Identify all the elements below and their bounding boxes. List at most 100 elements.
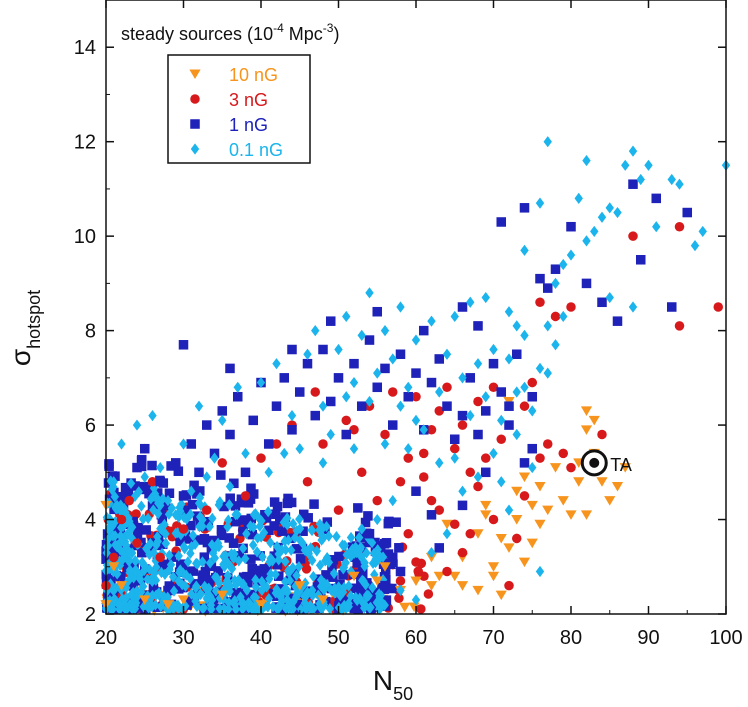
data-point <box>231 603 241 615</box>
data-point <box>374 553 384 565</box>
data-point <box>259 527 269 539</box>
data-point <box>394 593 404 604</box>
data-point <box>139 443 150 454</box>
data-point <box>427 547 436 559</box>
data-point <box>341 429 352 440</box>
ta-marker <box>580 449 608 477</box>
data-point <box>651 193 662 204</box>
data-point <box>276 598 286 610</box>
annotation-unit-exponent: -3 <box>323 21 334 35</box>
data-point <box>358 597 368 609</box>
data-point <box>231 578 241 591</box>
data-point <box>178 524 189 534</box>
y-axis-title-subscript: hotspot <box>24 290 44 349</box>
data-point <box>391 517 401 527</box>
data-point <box>612 316 623 326</box>
x-tick-label: 50 <box>327 627 349 649</box>
data-point <box>551 277 560 289</box>
data-point <box>216 525 227 535</box>
data-point <box>473 358 483 370</box>
data-point <box>140 471 149 483</box>
data-point <box>275 514 285 525</box>
data-point <box>140 560 149 572</box>
data-point <box>116 530 125 542</box>
data-point <box>230 594 239 607</box>
data-point <box>136 454 147 465</box>
data-point <box>322 551 332 564</box>
data-point <box>121 539 131 551</box>
data-point <box>698 225 707 238</box>
data-point <box>286 544 296 556</box>
data-point <box>130 490 140 503</box>
data-point <box>309 499 319 509</box>
data-point <box>442 401 452 411</box>
data-point <box>346 590 355 602</box>
data-point <box>403 391 414 402</box>
data-point <box>232 391 243 402</box>
data-point <box>137 500 146 512</box>
data-point <box>220 603 229 615</box>
data-point <box>449 434 460 445</box>
data-point <box>247 529 257 540</box>
data-point <box>183 566 193 577</box>
data-point <box>151 589 161 601</box>
data-point <box>182 513 191 525</box>
data-point <box>357 329 366 341</box>
data-point <box>341 415 352 426</box>
data-point <box>372 306 383 317</box>
data-point <box>301 564 312 574</box>
data-point <box>163 591 172 603</box>
data-point <box>334 597 345 608</box>
data-point <box>496 434 507 445</box>
data-point <box>108 552 119 563</box>
data-point <box>131 555 140 567</box>
data-point <box>236 494 247 504</box>
data-point <box>157 523 166 536</box>
data-point <box>186 572 195 585</box>
data-point <box>504 401 514 411</box>
data-point <box>408 602 420 613</box>
data-point <box>125 555 134 567</box>
data-point <box>214 577 224 589</box>
data-point <box>489 447 498 460</box>
data-point <box>251 592 260 604</box>
y-tick-label: 2 <box>85 604 96 626</box>
data-point <box>519 458 530 468</box>
data-point <box>135 573 145 585</box>
data-point <box>160 518 169 531</box>
data-point <box>232 587 242 598</box>
data-point <box>434 505 445 515</box>
data-point <box>388 495 397 507</box>
data-point <box>110 491 120 503</box>
data-point <box>329 567 339 580</box>
data-point <box>277 526 287 536</box>
data-point <box>237 578 247 590</box>
data-point <box>628 179 638 189</box>
data-point <box>434 354 445 364</box>
data-point <box>355 601 365 612</box>
data-point <box>394 543 404 553</box>
data-point <box>644 159 653 171</box>
data-point <box>240 467 251 478</box>
data-point <box>153 531 162 543</box>
data-point <box>349 358 359 369</box>
data-point <box>179 438 188 450</box>
data-point <box>125 547 134 559</box>
data-point <box>487 571 500 582</box>
data-point <box>387 387 398 397</box>
data-point <box>116 514 127 525</box>
data-point <box>355 532 364 544</box>
data-point <box>202 593 212 605</box>
data-point <box>242 584 252 596</box>
data-point <box>122 562 133 572</box>
data-point <box>294 581 306 591</box>
data-point <box>177 498 186 510</box>
data-point <box>315 559 325 571</box>
legend-markers <box>189 69 201 155</box>
data-point <box>322 520 331 533</box>
data-point <box>411 414 421 426</box>
data-point <box>228 538 239 548</box>
data-point <box>433 571 445 582</box>
data-point <box>229 552 238 564</box>
data-point <box>104 459 114 469</box>
